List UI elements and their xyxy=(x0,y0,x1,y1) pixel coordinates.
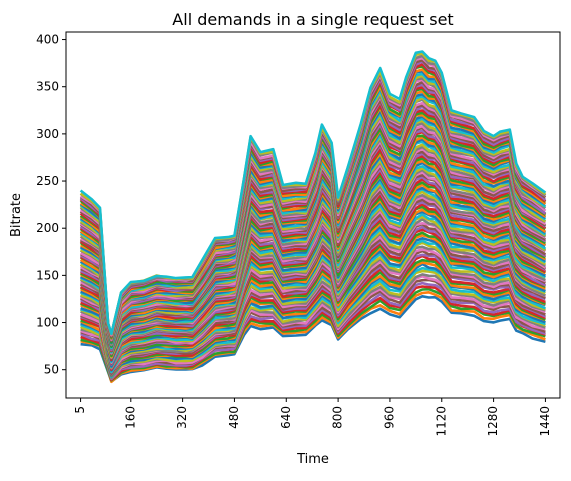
series-line xyxy=(80,290,546,384)
x-axis-ticks: 5 160 320 480 640 800 960 1120 1280 1440 xyxy=(73,398,552,437)
y-tick-label: 350 xyxy=(36,80,59,94)
x-axis-label: Time xyxy=(296,452,329,467)
x-tick-label: 480 xyxy=(227,406,241,429)
series-layer xyxy=(79,50,547,384)
y-axis-ticks: 50 100 150 200 250 300 350 400 xyxy=(36,33,66,377)
y-tick-label: 150 xyxy=(36,268,59,282)
x-tick-label: 1440 xyxy=(538,406,552,437)
y-tick-label: 200 xyxy=(36,221,59,235)
y-tick-label: 400 xyxy=(36,33,59,47)
x-tick-label: 1120 xyxy=(434,406,448,437)
series-line xyxy=(80,281,546,381)
y-axis-label: Bitrate xyxy=(9,193,24,237)
x-tick-label: 1280 xyxy=(486,406,500,437)
x-tick-label: 800 xyxy=(331,406,345,429)
series-line xyxy=(80,245,546,374)
x-tick-label: 320 xyxy=(175,406,189,429)
x-tick-label: 160 xyxy=(123,406,137,429)
y-tick-label: 250 xyxy=(36,174,59,188)
x-tick-label: 5 xyxy=(73,406,87,414)
y-tick-label: 50 xyxy=(44,363,59,377)
chart-title: All demands in a single request set xyxy=(172,10,453,29)
x-tick-label: 960 xyxy=(382,406,396,429)
y-tick-label: 100 xyxy=(36,316,59,330)
series-line xyxy=(79,50,547,336)
plot-frame xyxy=(65,31,561,399)
y-tick-label: 300 xyxy=(36,127,59,141)
x-tick-label: 640 xyxy=(279,406,293,429)
